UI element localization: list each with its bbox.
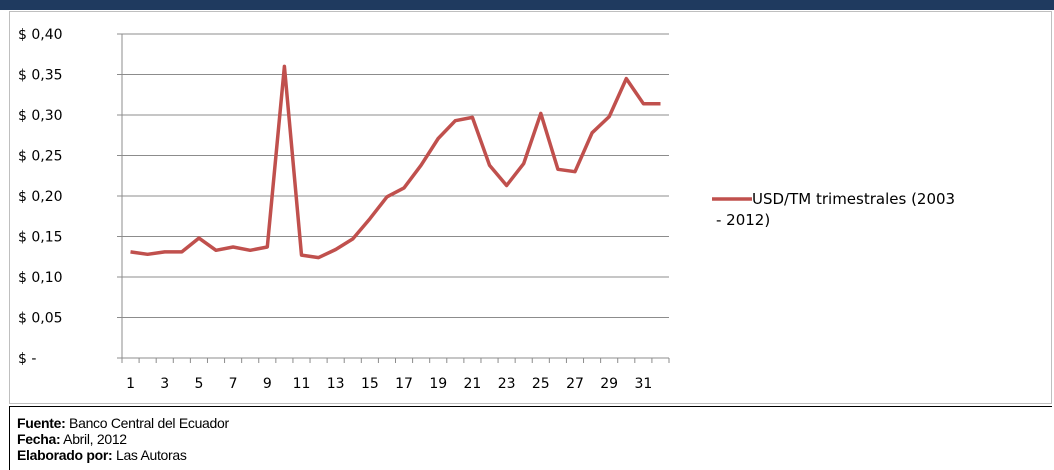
source-line: Fuente: Banco Central del Ecuador bbox=[17, 415, 1052, 431]
axes bbox=[117, 33, 670, 363]
y-tick-label: $ 0,30 bbox=[18, 108, 63, 124]
y-tick-label: $ 0,05 bbox=[18, 311, 63, 327]
gridlines bbox=[122, 33, 669, 318]
series-line bbox=[130, 64, 661, 260]
x-tick-labels: 1 3 5 7 9 11 13 15 17 19 21 23 25 27 29 31 bbox=[126, 376, 652, 392]
chart-frame: $ - $ 0,05 $ 0,10 $ 0,15 $ 0,20 $ 0,25 $ 0,30 $… bbox=[9, 11, 1052, 404]
source-notes: Fuente: Banco Central del Ecuador Fecha:… bbox=[9, 406, 1052, 470]
x-tick-label: 19 bbox=[429, 376, 447, 392]
y-tick-label: $ 0,15 bbox=[18, 230, 63, 246]
x-tick-label: 17 bbox=[395, 376, 413, 392]
x-tick-label: 3 bbox=[160, 376, 169, 392]
legend-label: USD/TM trimestrales (2003- 2012) bbox=[716, 190, 955, 229]
author-value: Las Autoras bbox=[115, 447, 187, 463]
source-label: Fuente: bbox=[17, 415, 66, 431]
x-tick-label: 25 bbox=[532, 376, 550, 392]
y-tick-labels: $ - $ 0,05 $ 0,10 $ 0,15 $ 0,20 $ 0,25 $ 0,30 $… bbox=[18, 27, 63, 367]
date-value: Abril, 2012 bbox=[63, 431, 127, 447]
x-tick-label: 31 bbox=[634, 376, 652, 392]
x-tick-label: 9 bbox=[263, 376, 272, 392]
author-line: Elaborado por: Las Autoras bbox=[17, 447, 1052, 463]
y-tick-label: $ 0,25 bbox=[18, 149, 63, 165]
source-value: Banco Central del Ecuador bbox=[69, 415, 229, 431]
x-tick-label: 21 bbox=[464, 376, 482, 392]
x-tick-label: 11 bbox=[293, 376, 311, 392]
legend: USD/TM trimestrales (2003- 2012) bbox=[712, 190, 955, 229]
x-tick-label: 5 bbox=[194, 376, 203, 392]
x-tick-label: 15 bbox=[361, 376, 379, 392]
x-tick-label: 13 bbox=[327, 376, 345, 392]
line-chart: $ - $ 0,05 $ 0,10 $ 0,15 $ 0,20 $ 0,25 $ 0,30 $… bbox=[18, 27, 955, 392]
x-tick-label: 7 bbox=[229, 376, 238, 392]
author-label: Elaborado por: bbox=[17, 447, 113, 463]
y-tick-label: $ 0,35 bbox=[18, 68, 63, 84]
date-line: Fecha: Abril, 2012 bbox=[17, 431, 1052, 447]
header-bar bbox=[0, 0, 1054, 10]
y-tick-label: $ 0,40 bbox=[18, 27, 63, 43]
y-tick-label: $ - bbox=[18, 351, 36, 367]
y-tick-label: $ 0,10 bbox=[18, 270, 63, 286]
y-tick-label: $ 0,20 bbox=[18, 189, 63, 205]
x-tick-label: 23 bbox=[498, 376, 516, 392]
date-label: Fecha: bbox=[17, 431, 61, 447]
x-tick-label: 1 bbox=[126, 376, 135, 392]
x-tick-label: 27 bbox=[566, 376, 584, 392]
series-layer bbox=[130, 64, 661, 260]
x-tick-label: 29 bbox=[600, 376, 618, 392]
